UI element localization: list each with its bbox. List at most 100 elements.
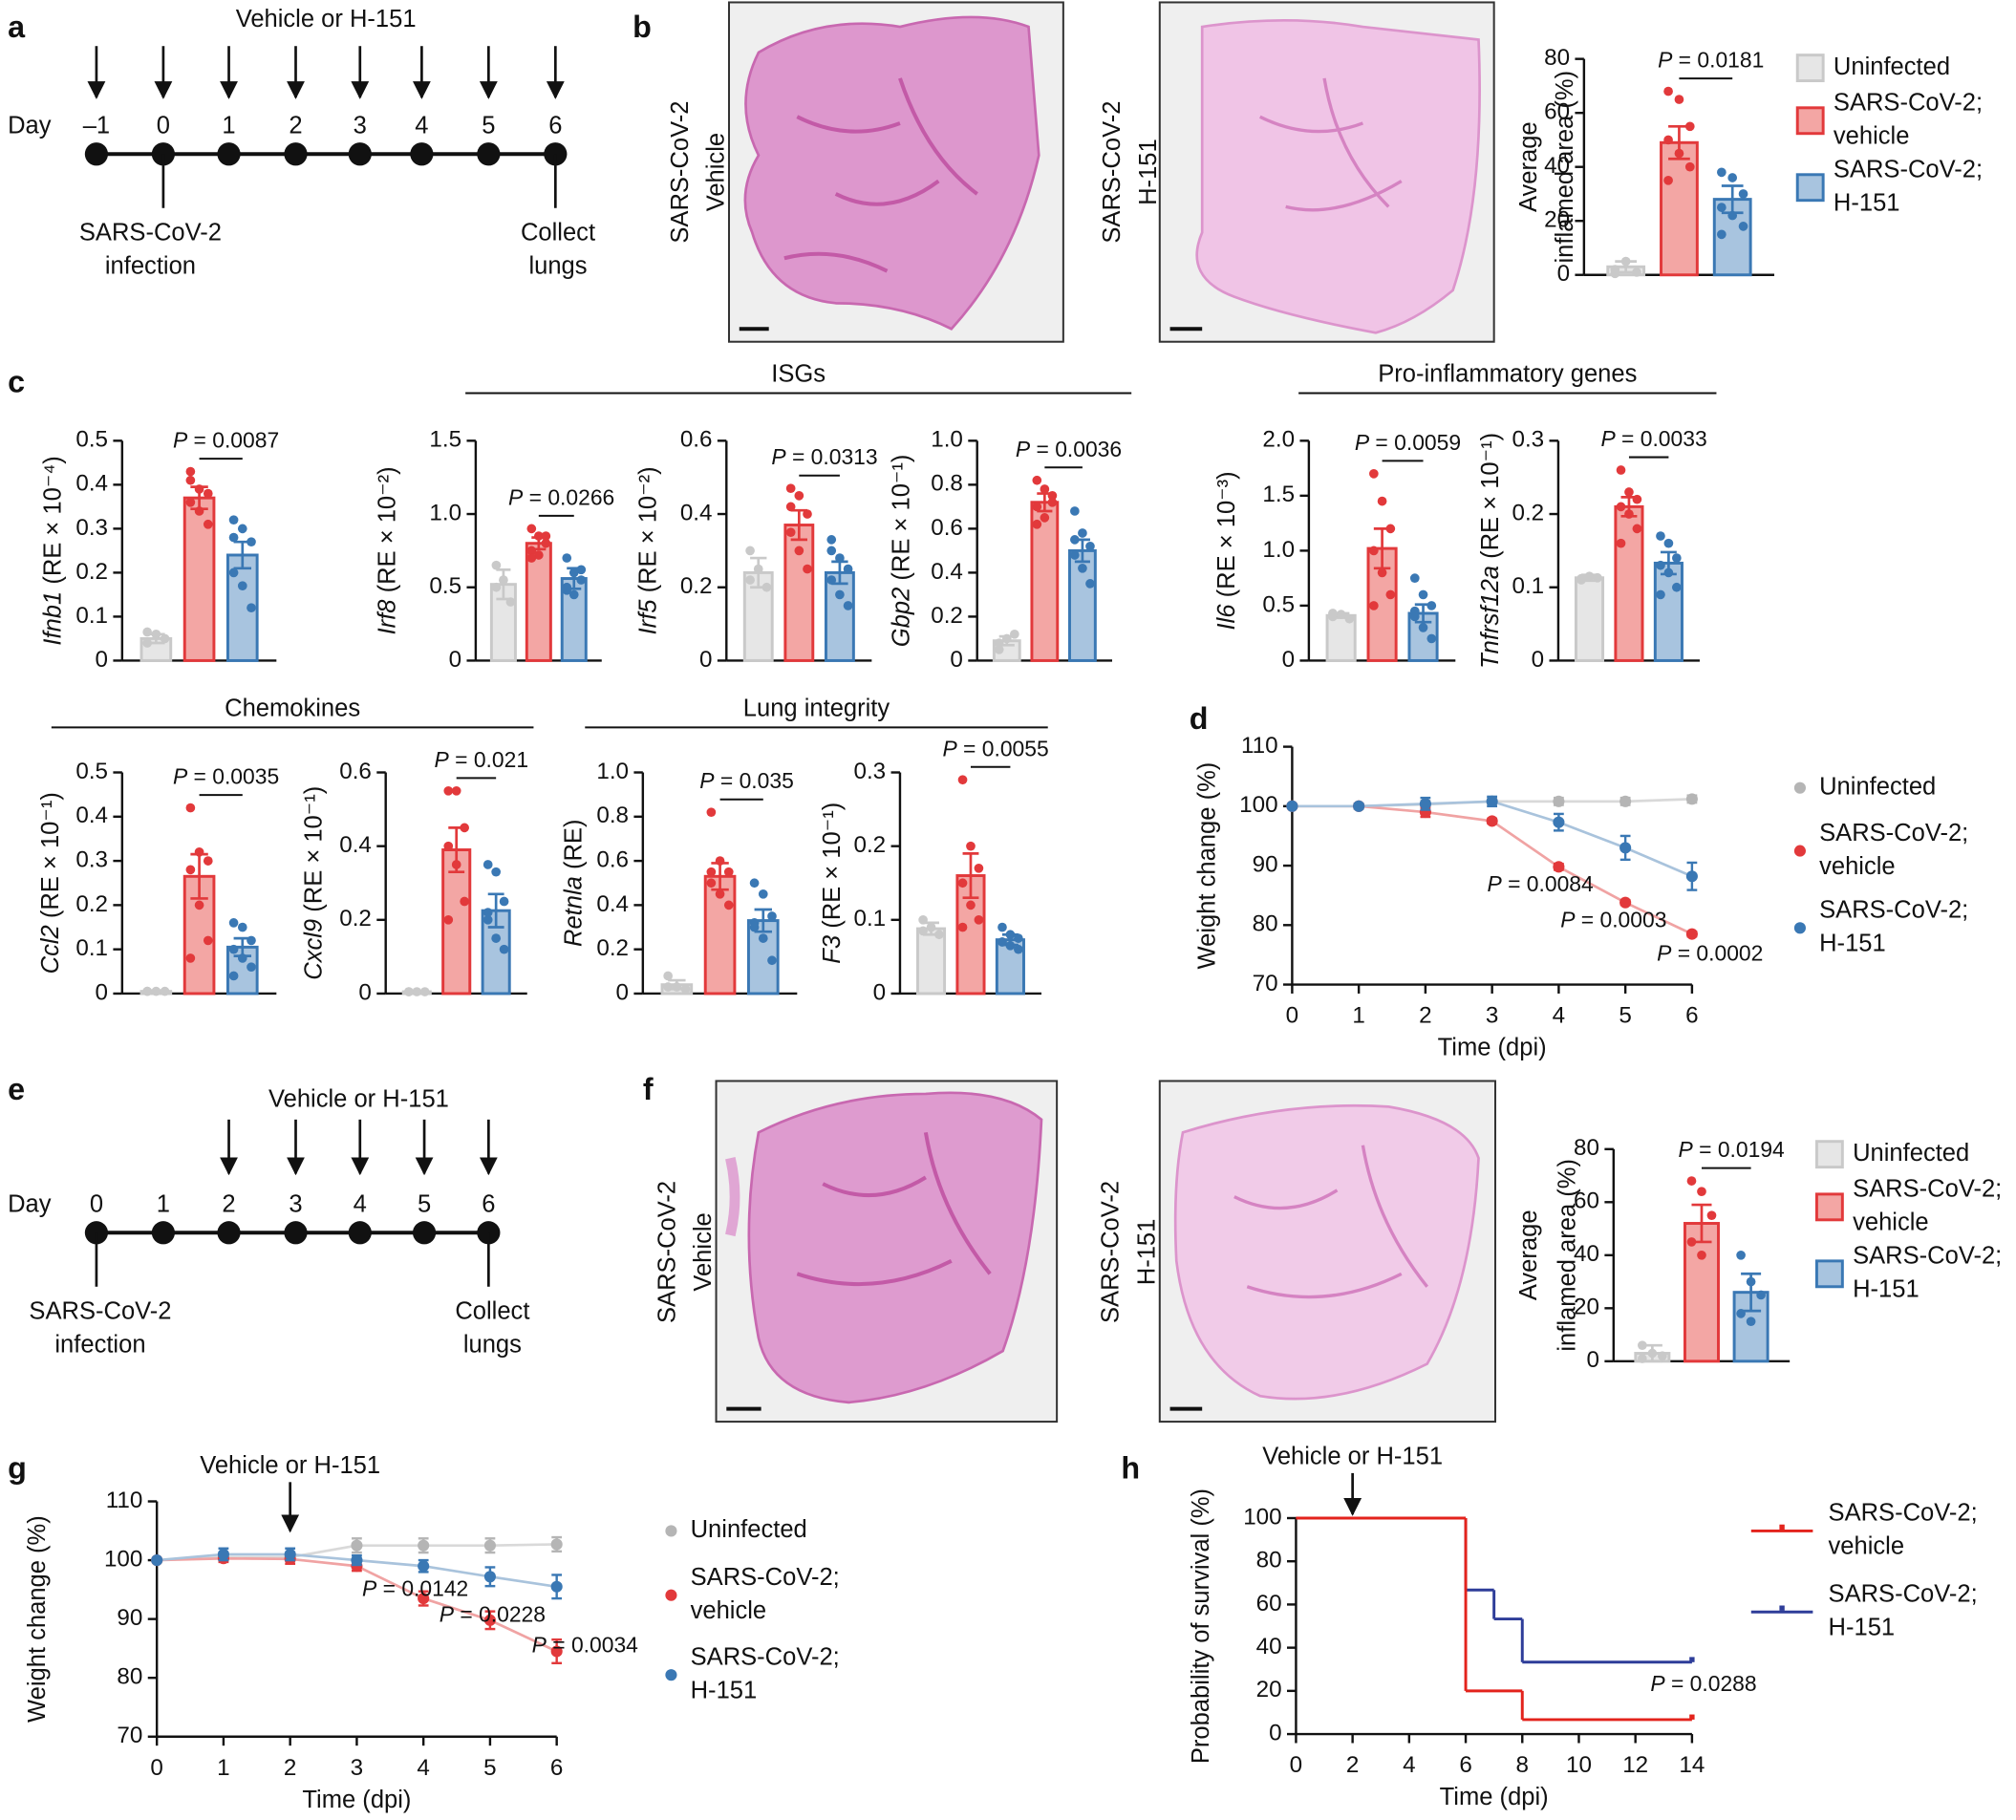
y-tick-label: 60 — [1256, 1591, 1282, 1617]
data-point — [443, 785, 454, 796]
y-tick-label: 60 — [1574, 1188, 1599, 1214]
x-tick-label: 0 — [1290, 1752, 1302, 1778]
legend-label: vehicle — [691, 1597, 767, 1624]
data-point — [491, 933, 502, 943]
data-point — [1032, 502, 1042, 512]
data-point — [1671, 582, 1682, 592]
timeline-day: 3 — [354, 113, 367, 139]
legend-marker — [665, 1525, 677, 1537]
legend-label: vehicle — [1853, 1210, 1929, 1236]
text-span: = 0.0002 — [1671, 941, 1763, 966]
data-point — [562, 553, 572, 563]
data-point — [1014, 933, 1023, 943]
x-tick-label: 1 — [217, 1755, 229, 1781]
data-point — [1647, 1348, 1658, 1359]
legend-label: H-151 — [1834, 189, 1900, 216]
text-span: P — [942, 736, 957, 760]
y-tick-label: 0.1 — [853, 906, 886, 931]
data-point — [1717, 229, 1726, 240]
data-point — [934, 930, 944, 940]
timeline-day: 0 — [90, 1191, 103, 1218]
x-tick-label: 2 — [284, 1755, 296, 1781]
text-span: P — [699, 768, 715, 793]
data-point — [926, 922, 936, 932]
legend-swatch — [1814, 1259, 1844, 1289]
data-point — [247, 603, 256, 613]
data-point — [1040, 484, 1050, 494]
data-point — [203, 935, 213, 946]
timeline-title: Vehicle or H-151 — [268, 1085, 449, 1112]
data-point — [491, 867, 502, 877]
text-span: = 0.0288 — [1665, 1671, 1757, 1696]
legend-marker — [665, 1589, 677, 1601]
legend-swatch — [1795, 54, 1825, 83]
text-span: P — [1600, 426, 1616, 451]
p-value: P = 0.0087 — [173, 428, 279, 453]
text-span: Irf8 — [374, 599, 400, 635]
y-tick-label: 0 — [449, 647, 461, 673]
text-span: P — [435, 747, 450, 772]
timeline-dot — [284, 1221, 308, 1245]
data-point — [247, 962, 256, 973]
y-tick-label: 20 — [1256, 1677, 1282, 1702]
data-point — [1486, 795, 1498, 807]
data-point — [228, 532, 239, 543]
p-value: P = 0.0313 — [771, 444, 877, 469]
data-point — [217, 1548, 229, 1560]
data-point — [533, 531, 544, 541]
text-span: P — [532, 1633, 547, 1658]
data-point — [237, 953, 247, 963]
data-point — [1328, 609, 1338, 618]
data-point — [351, 1554, 363, 1567]
data-point — [1553, 795, 1565, 807]
data-point — [1377, 496, 1387, 506]
data-point — [151, 629, 161, 639]
data-point — [1005, 940, 1016, 951]
timeline-day: 4 — [354, 1191, 367, 1218]
timeline-dot — [477, 142, 501, 166]
data-point — [1620, 256, 1631, 267]
histology-image — [727, 1, 1064, 343]
data-point — [803, 509, 812, 519]
data-point — [1286, 800, 1298, 812]
data-point — [451, 860, 461, 869]
data-point — [835, 589, 845, 600]
data-point — [185, 497, 196, 507]
legend-marker — [1793, 782, 1806, 794]
data-point — [142, 638, 153, 648]
data-point — [228, 971, 239, 981]
data-point — [483, 914, 493, 925]
legend-marker — [1793, 922, 1806, 934]
legend-label: SARS-CoV-2; — [691, 1564, 840, 1591]
timeline-dot — [348, 1221, 372, 1245]
legend-label: SARS-CoV-2; — [1853, 1176, 2002, 1203]
timeline-day: 2 — [222, 1191, 235, 1218]
data-point — [194, 846, 204, 857]
data-point — [767, 911, 777, 921]
data-point — [974, 863, 984, 873]
data-point — [568, 567, 579, 578]
y-tick-label: 0 — [616, 979, 629, 1005]
data-point — [541, 531, 551, 541]
data-point — [247, 537, 256, 547]
data-point — [745, 575, 755, 585]
data-point — [142, 986, 153, 996]
text-span: (RE) — [560, 820, 587, 877]
legend-label: vehicle — [1834, 123, 1910, 150]
data-point — [1078, 563, 1087, 573]
data-point — [1656, 560, 1665, 570]
data-point — [576, 565, 587, 575]
x-axis-label: Time (dpi) — [1438, 1035, 1547, 1061]
y-axis-label: F3 (RE × 10⁻¹) — [819, 803, 846, 964]
data-point — [160, 986, 170, 996]
y-tick-label: 80 — [1574, 1135, 1599, 1161]
x-tick-label: 4 — [1403, 1752, 1415, 1778]
timeline-title: Vehicle or H-151 — [236, 6, 417, 32]
x-tick-label: 2 — [1419, 1003, 1431, 1029]
data-point — [1553, 861, 1565, 873]
text-span: = 0.0059 — [1369, 430, 1461, 455]
data-point — [1014, 944, 1023, 954]
text-span: P — [440, 1601, 455, 1626]
y-tick-label: 60 — [1544, 99, 1570, 125]
